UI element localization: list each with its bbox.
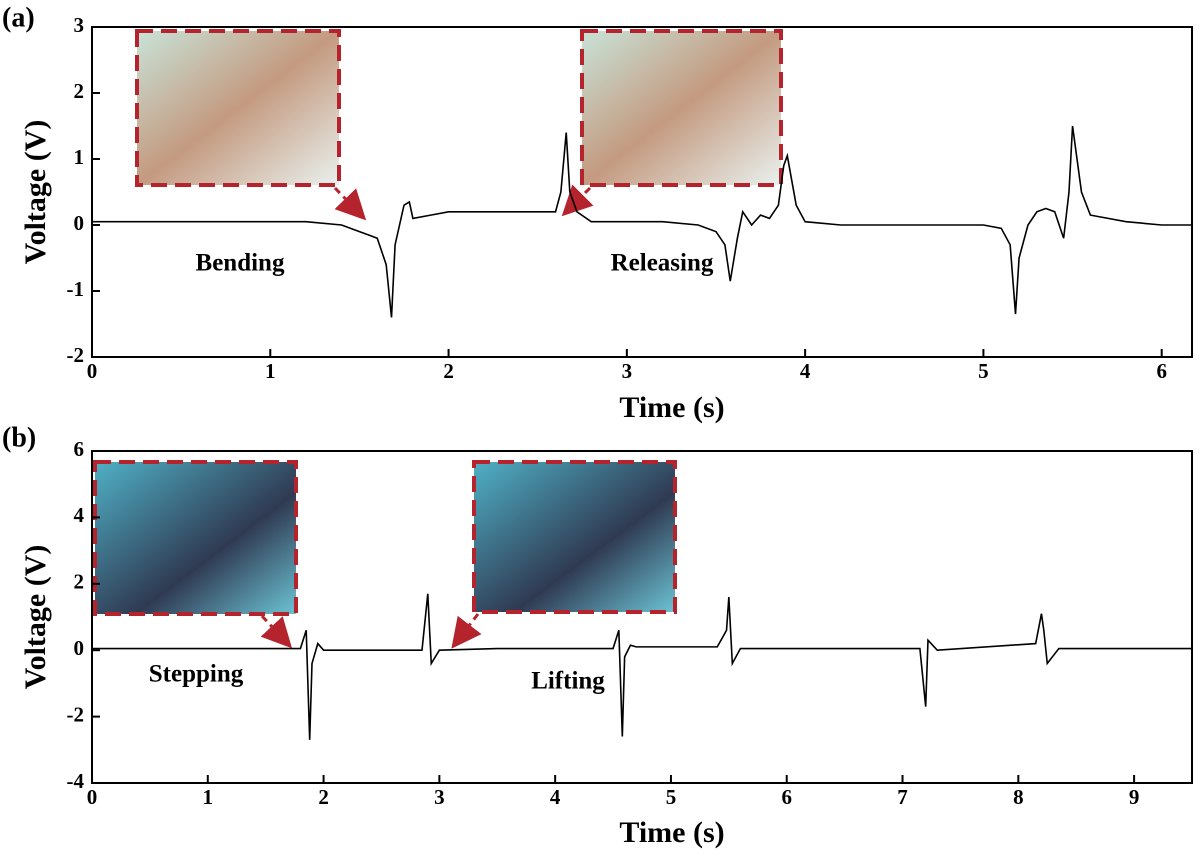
y-tick-label: -2 [67,702,85,726]
panel-label: (b) [2,422,36,453]
arrow [260,614,293,649]
data-line [92,593,1192,740]
y-tick-label: 1 [74,145,85,169]
data-line [92,125,1192,318]
x-tick-label: 1 [203,785,214,809]
plot-frame [91,450,1193,784]
y-tick-label: 2 [74,79,85,103]
x-tick-label: 4 [550,785,561,809]
annotation: Bending [196,250,285,277]
x-tick-label: 2 [443,359,454,383]
photo-stepping [93,460,298,616]
y-tick-label: 0 [74,636,85,660]
x-tick-label: 4 [800,359,811,383]
y-tick-label: 4 [74,503,85,527]
x-axis-title: Time (s) [619,816,724,849]
x-tick-label: 3 [622,359,633,383]
arrow [561,184,594,217]
x-tick-label: 8 [1013,785,1024,809]
y-tick-label: 2 [74,570,85,594]
arrow [333,186,367,221]
y-tick-label: 6 [74,437,85,461]
x-tick-label: 5 [978,359,989,383]
x-tick-label: 0 [87,359,98,383]
photo-bending [135,29,341,187]
x-tick-label: 5 [666,785,677,809]
y-tick-label: -1 [67,277,85,301]
x-tick-label: 6 [781,785,792,809]
x-tick-label: 3 [434,785,445,809]
x-tick-label: 9 [1129,785,1140,809]
x-axis-title: Time (s) [619,391,724,424]
plot-frame [91,26,1193,358]
x-tick-label: 7 [897,785,908,809]
y-tick-label: 0 [74,211,85,235]
annotation: Lifting [531,668,605,695]
y-axis-title: Voltage (V) [19,545,52,690]
panel-label: (a) [2,2,35,33]
x-tick-label: 6 [1156,359,1167,383]
photo-releasing [580,29,783,187]
y-tick-label: -4 [67,769,85,793]
photo-lifting [472,460,677,614]
insets [93,29,783,649]
x-tick-label: 1 [265,359,276,383]
y-tick-label: -2 [67,343,85,367]
x-tick-label: 2 [318,785,329,809]
arrow [451,613,482,649]
x-tick-label: 0 [87,785,98,809]
y-tick-label: 3 [74,13,85,37]
annotation: Releasing [611,250,714,277]
y-axis-title: Voltage (V) [19,120,52,265]
annotation: Stepping [149,661,244,688]
